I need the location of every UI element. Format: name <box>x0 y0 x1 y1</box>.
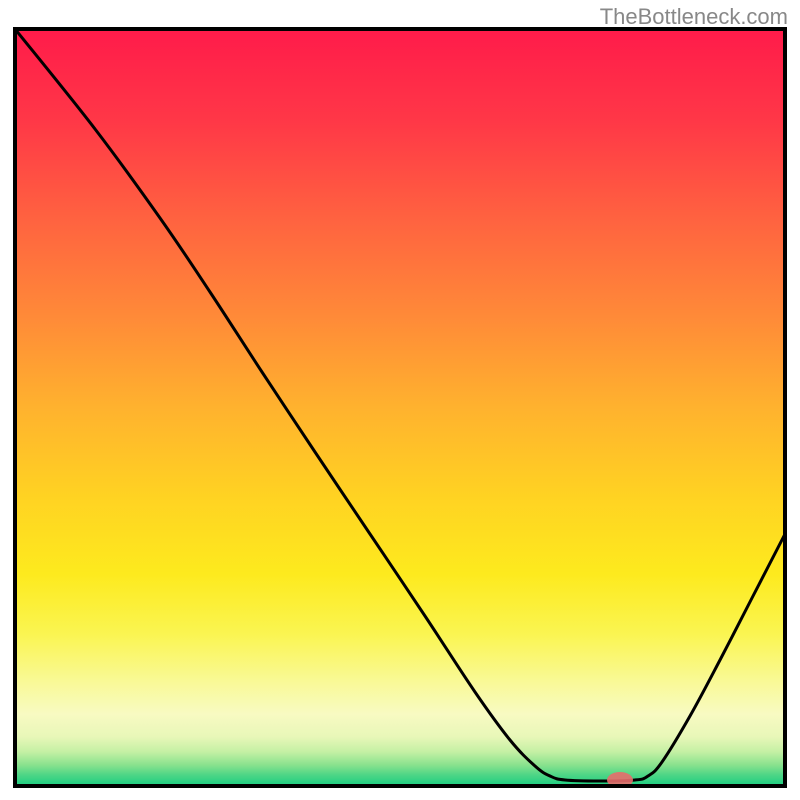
watermark-label: TheBottleneck.com <box>600 4 788 30</box>
bottleneck-chart <box>0 0 800 800</box>
chart-container: TheBottleneck.com <box>0 0 800 800</box>
plot-background <box>15 29 785 786</box>
